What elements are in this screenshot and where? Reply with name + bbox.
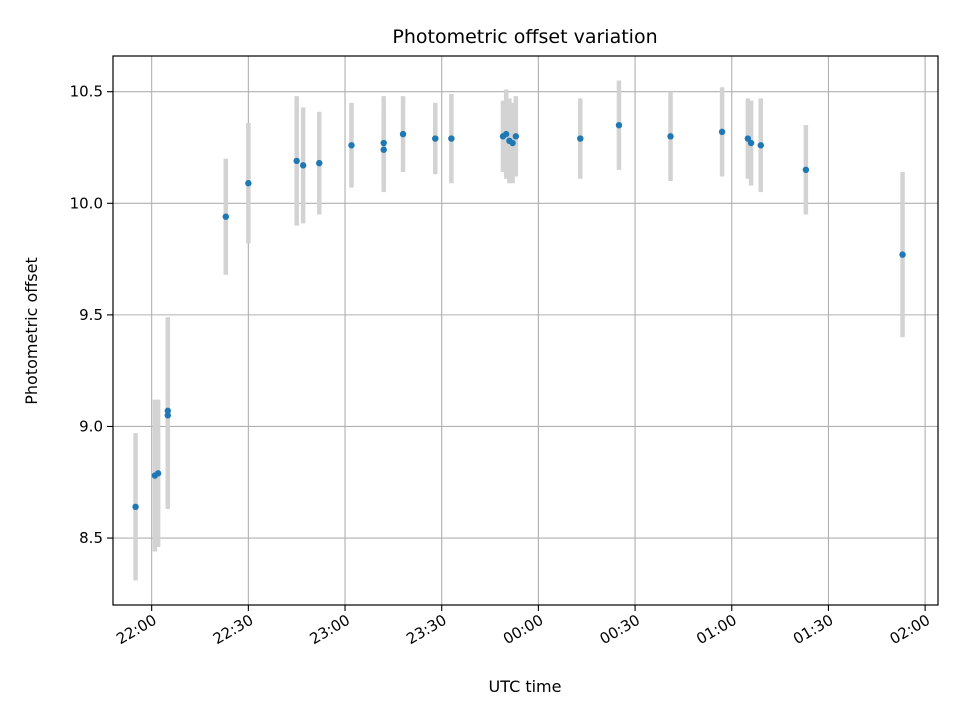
y-tick-label: 9.5 [79,306,103,324]
data-point [432,135,439,142]
data-point [448,135,455,142]
plot-frame [112,55,939,606]
data-point [132,503,139,511]
y-tick-label: 10.5 [70,83,103,101]
data-point [718,128,726,136]
grid [113,56,938,605]
data-point [509,139,516,147]
x-axis-title: UTC time [489,677,562,696]
data-point [245,180,252,187]
chart-title: Photometric offset variation [392,26,657,48]
y-tick-label: 8.5 [79,529,103,547]
data-point [512,133,520,140]
y-axis-title: Photometric offset [22,257,41,405]
data-point [502,130,510,138]
data-point [164,407,171,415]
data-point [222,213,229,220]
data-point [348,142,355,149]
data-point [744,135,752,142]
data-point [380,139,387,147]
data-point [299,162,307,169]
data-point [399,130,407,138]
y-tick-label: 9.0 [79,417,103,435]
data-point [747,139,755,147]
data-point [293,157,300,165]
data-point [899,251,906,258]
plot-area [113,56,938,605]
data-point [757,142,764,149]
data-point [380,146,387,153]
data-point [577,135,584,142]
data-points [132,121,906,511]
y-tick-label: 10.0 [70,194,103,212]
data-point [615,121,623,129]
data-point [164,412,171,419]
data-point [802,166,810,174]
data-point [154,470,162,477]
data-point [667,133,674,140]
data-point [316,159,323,167]
